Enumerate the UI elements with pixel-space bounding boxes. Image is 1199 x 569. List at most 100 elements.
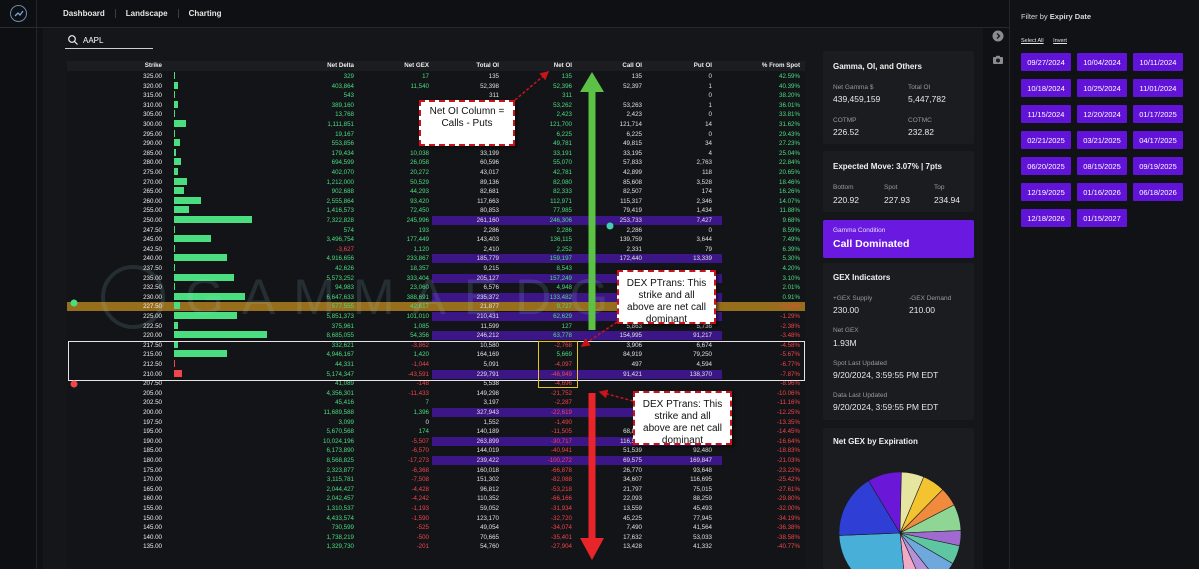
table-row[interactable]: 270.00 1,212,000 50,529 89,136 82,080 85,608 3… (67, 177, 805, 187)
table-row[interactable]: 140.00 1,738,219 -500 70,665 -35,401 17,632 53… (67, 533, 805, 542)
pie-slice[interactable] (899, 532, 938, 569)
gex-indicators-title: GEX Indicators (833, 273, 891, 282)
table-row[interactable]: 275.00 402,070 20,272 43,017 42,781 42,899 118… (67, 168, 805, 177)
table-row[interactable]: 135.00 1,329,730 -201 54,760 -27,904 13,428 41… (67, 542, 805, 551)
expiry-chip[interactable]: 08/15/2025 (1077, 157, 1127, 175)
table-row[interactable]: 315.00 543 311 311 0 38.20% (67, 91, 805, 100)
table-row[interactable]: 222.50 375,961 1,085 11,599 127 5,863 5,736 -2.… (67, 321, 805, 331)
expiry-chip[interactable]: 10/18/2024 (1021, 79, 1071, 97)
col-call-oi: Call OI (622, 62, 642, 69)
table-row[interactable]: 242.50 -3,627 1,120 2,410 2,252 2,331 79 6.39% (67, 244, 805, 254)
table-row[interactable]: 247.50 574 193 2,286 2,286 2,286 0 8.59% (67, 225, 805, 235)
expiry-chip[interactable]: 12/18/2026 (1021, 209, 1071, 227)
expiry-chip[interactable]: 09/27/2024 (1021, 53, 1071, 71)
expiry-chip[interactable]: 03/21/2025 (1077, 131, 1127, 149)
spot-value: 227.93 (884, 195, 910, 205)
table-row[interactable]: 227.50 577,555 42,617 21,877 9,727 -0.19% (67, 302, 805, 312)
expiry-chip[interactable]: 11/15/2024 (1021, 105, 1071, 123)
table-row[interactable]: 230.00 6,647,633 388,691 235,372 133,482 0.91… (67, 292, 805, 302)
search-input[interactable]: AAPL (83, 35, 104, 45)
table-row[interactable]: 180.00 8,568,825 -17,273 239,422 -100,272 69,… (67, 456, 805, 465)
table-row[interactable]: 197.50 3,099 0 1,552 -1,490 -13.35% (67, 418, 805, 427)
table-row[interactable]: 280.00 694,599 26,058 60,596 55,070 57,833 2,7… (67, 158, 805, 167)
table-row[interactable]: 145.00 730,599 -525 49,054 -34,074 7,490 41,56… (67, 523, 805, 532)
expiry-chip[interactable]: 09/19/2025 (1133, 157, 1183, 175)
table-row[interactable]: 225.00 5,851,373 101,010 210,431 62,629 -1.29… (67, 312, 805, 321)
cell-strike: 225.00 (143, 313, 162, 320)
table-row[interactable]: 255.00 1,416,573 72,450 80,853 77,985 79,419 1… (67, 206, 805, 215)
pie-slice[interactable] (899, 532, 925, 569)
expiry-chip[interactable]: 12/20/2024 (1077, 105, 1127, 123)
ticker-search[interactable]: AAPL (65, 32, 153, 49)
table-row[interactable]: 185.00 6,173,890 -6,570 144,019 -40,941 51,53… (67, 446, 805, 455)
expiry-chip[interactable]: 01/17/2025 (1133, 105, 1183, 123)
table-row[interactable]: 170.00 3,115,781 -7,508 151,302 -82,088 34,60… (67, 475, 805, 484)
filter-title-prefix: Filter by (1021, 12, 1050, 21)
expiry-chip[interactable]: 01/15/2027 (1077, 209, 1127, 227)
cell-gex: -4,242 (411, 495, 429, 503)
camera-icon[interactable] (992, 54, 1004, 66)
cell-pct: 14.07% (779, 197, 800, 205)
table-row[interactable]: 240.00 4,916,656 233,867 185,779 159,197 172,… (67, 254, 805, 264)
table-row[interactable]: 245.00 3,496,754 177,449 143,403 136,115 139,… (67, 235, 805, 244)
cell-delta: 44,331 (335, 361, 354, 368)
cell-netoi: -27,904 (551, 543, 572, 551)
table-row[interactable]: 237.50 42,626 18,357 9,215 8,543 4.20% (67, 264, 805, 273)
table-row[interactable]: 235.00 5,573,252 333,404 205,127 157,249 3.10… (67, 273, 805, 283)
table-row[interactable]: 165.00 2,044,427 -4,428 96,812 -53,218 21,797… (67, 485, 805, 494)
table-row[interactable]: 200.00 11,689,588 1,396 327,943 -22,619 -12.2… (67, 408, 805, 417)
expiry-chip[interactable]: 12/19/2025 (1021, 183, 1071, 201)
pie-slice[interactable] (899, 471, 925, 534)
table-row[interactable]: 160.00 2,042,457 -4,242 110,352 -66,166 22,09… (67, 494, 805, 503)
cell-call: 42,899 (623, 169, 642, 176)
table-row[interactable]: 265.00 902,688 44,293 82,681 82,333 82,507 174… (67, 187, 805, 196)
table-row[interactable]: 217.50 332,621 -3,862 10,580 -2,768 3,906 6,67… (67, 340, 805, 350)
high-oi-band (432, 273, 722, 283)
cell-total: 60,596 (480, 159, 499, 167)
table-row[interactable]: 325.00 329 17 135 135 135 0 42.59% (67, 72, 805, 81)
table-row[interactable]: 320.00 403,864 11,540 52,398 52,396 52,397 1 40… (67, 81, 805, 91)
table-row[interactable]: 205.00 4,356,301 -11,433 149,298 -21,752 -10.… (67, 389, 805, 398)
pie-slice[interactable] (838, 532, 906, 569)
nav-dashboard[interactable]: Dashboard (53, 9, 116, 18)
expiry-chip[interactable]: 10/04/2024 (1077, 53, 1127, 71)
expiry-chip[interactable]: 02/21/2025 (1021, 131, 1071, 149)
expiry-chip[interactable]: 06/20/2025 (1021, 157, 1071, 175)
total-oi-label: Total OI (908, 84, 931, 91)
cell-put: 138,370 (689, 370, 712, 378)
table-row[interactable]: 175.00 2,323,877 -6,368 160,018 -66,878 26,77… (67, 466, 805, 475)
chevron-right-icon[interactable] (992, 30, 1004, 42)
cell-total: 43,017 (480, 169, 499, 176)
cell-pct: 8.59% (782, 226, 800, 234)
cell-netoi: -30,717 (551, 437, 572, 445)
table-row[interactable]: 202.50 45,416 7 3,197 -2,287 -11.16% (67, 398, 805, 407)
cell-total: 70,665 (480, 533, 499, 541)
table-row[interactable]: 155.00 1,310,537 -1,193 59,052 -31,934 13,559… (67, 504, 805, 513)
app-logo-icon[interactable] (10, 5, 27, 22)
expiry-chip[interactable]: 10/25/2024 (1077, 79, 1127, 97)
net-delta-bar (174, 81, 179, 89)
nav-charting[interactable]: Charting (188, 9, 222, 18)
table-row[interactable]: 285.00 179,434 10,038 33,199 33,191 33,195 4 25… (67, 148, 805, 158)
cell-pct: -23.22% (776, 466, 800, 474)
table-row[interactable]: 260.00 2,555,864 93,420 117,663 112,971 115,3… (67, 196, 805, 206)
table-row[interactable]: 232.50 94,983 23,060 6,576 4,948 2.01% (67, 283, 805, 292)
nav-landscape[interactable]: Landscape (116, 9, 179, 18)
pie-slice[interactable] (838, 480, 901, 536)
table-row[interactable]: 212.50 44,331 -1,044 5,091 -4,097 497 4,594 -6.… (67, 360, 805, 369)
expiry-chip[interactable]: 06/18/2026 (1133, 183, 1183, 201)
invert-link[interactable]: Invert (1053, 38, 1067, 44)
cell-put: 6,674 (696, 341, 712, 349)
cell-gex: 7 (425, 399, 429, 407)
table-row[interactable]: 250.00 7,322,828 245,996 261,160 246,306 253,… (67, 216, 805, 225)
expiry-chip[interactable]: 10/11/2024 (1133, 53, 1183, 71)
table-row[interactable]: 150.00 4,433,574 -1,590 123,170 -32,720 45,22… (67, 514, 805, 523)
table-row[interactable]: 207.50 41,089 -148 5,538 -4,696 -8.96% (67, 379, 805, 388)
expiry-chip[interactable]: 11/01/2024 (1133, 79, 1183, 97)
expiry-chip[interactable]: 01/16/2026 (1077, 183, 1127, 201)
select-all-link[interactable]: Select All (1021, 38, 1044, 44)
pie-slice[interactable] (899, 532, 954, 569)
expiry-chip[interactable]: 04/17/2025 (1133, 131, 1183, 149)
table-row[interactable]: 215.00 4,946,167 1,420 164,169 5,669 84,919 79… (67, 350, 805, 359)
table-row[interactable]: 220.00 8,685,055 54,356 246,212 63,778 154,99… (67, 331, 805, 341)
